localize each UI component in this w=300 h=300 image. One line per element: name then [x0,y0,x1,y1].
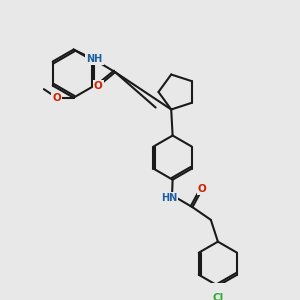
Text: NH: NH [86,54,103,64]
Text: HN: HN [161,193,177,203]
Text: Cl: Cl [212,293,224,300]
Text: O: O [52,93,61,103]
Text: O: O [198,184,207,194]
Text: O: O [94,81,103,91]
